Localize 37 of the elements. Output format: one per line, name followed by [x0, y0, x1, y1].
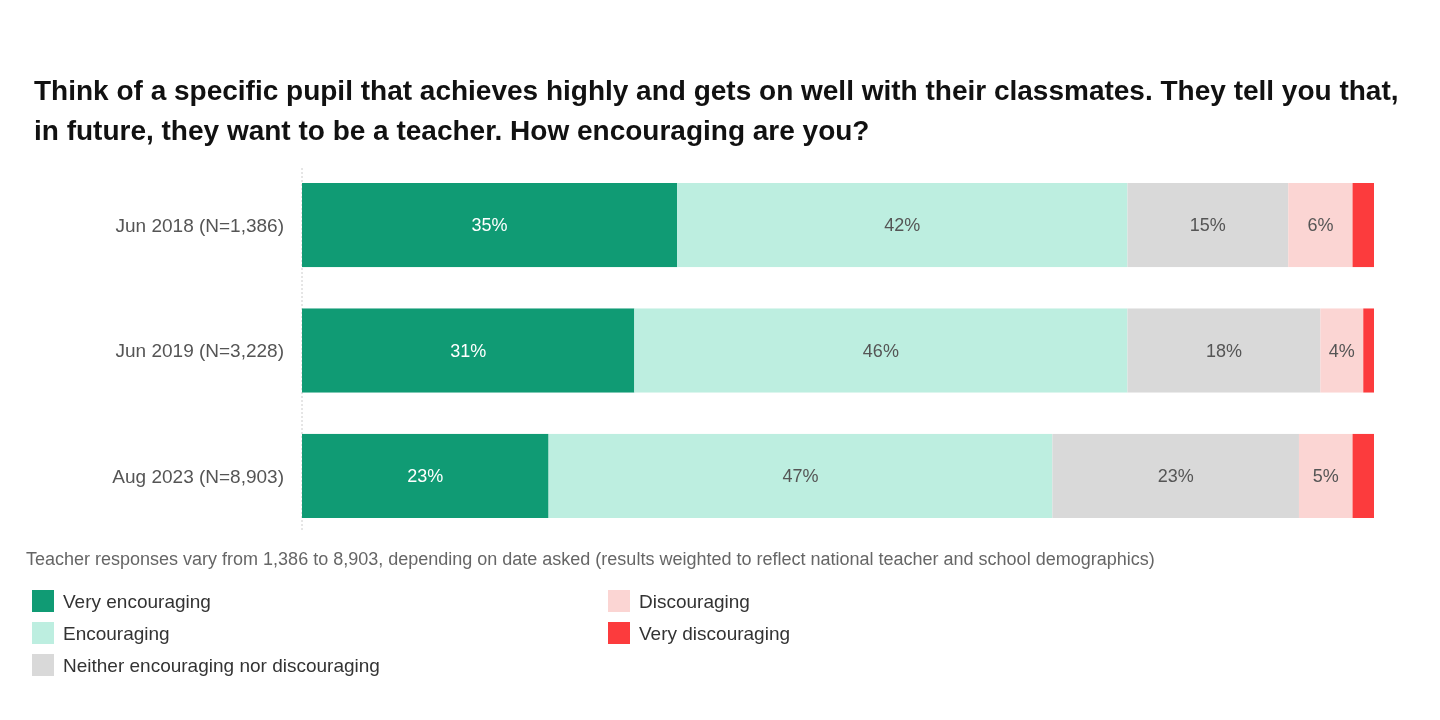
- bar: [548, 433, 1053, 518]
- legend-label: Very discouraging: [639, 622, 791, 644]
- data-label: 31%: [450, 340, 487, 361]
- data-label: 23%: [407, 466, 444, 487]
- data-label: 4%: [1328, 340, 1355, 361]
- bar: [302, 308, 635, 393]
- bar: [1288, 183, 1353, 268]
- data-label: 15%: [1189, 215, 1226, 236]
- data-label: 23%: [1157, 466, 1194, 487]
- legend-label: Encouraging: [63, 622, 170, 644]
- y-tick-label: Jun 2018 (N=1,386): [115, 214, 284, 236]
- data-label: 47%: [782, 466, 819, 487]
- bar: [634, 308, 1128, 393]
- bar: [302, 183, 678, 268]
- bar: [302, 433, 549, 518]
- text: Teacher responses vary from 1,386 to 8,903, depending on date asked (results weighted to reflect national teacher and school demographics): [26, 549, 1155, 569]
- y-tick-label: Aug 2023 (N=8,903): [112, 465, 284, 487]
- bar: [1052, 433, 1299, 518]
- legend-label: Neither encouraging nor discouraging: [63, 654, 380, 676]
- data-label: 6%: [1307, 215, 1334, 236]
- data-label: 46%: [862, 340, 899, 361]
- data-label: 5%: [1312, 466, 1339, 487]
- bar: [1298, 433, 1353, 518]
- bar: [1127, 308, 1321, 393]
- chart-title: Think of a specific pupil that achieves highly and gets on well with their classmates. They tell you that, in future, they want to be a teacher. How encouraging are you?: [34, 75, 1399, 146]
- y-tick-label: Jun 2019 (N=3,228): [115, 340, 284, 362]
- bar: [677, 183, 1128, 268]
- data-label: 42%: [884, 215, 921, 236]
- bar: [1363, 308, 1374, 393]
- legend-label: Discouraging: [639, 590, 750, 612]
- bar: [1352, 183, 1374, 268]
- data-label: 35%: [471, 215, 508, 236]
- data-label: 18%: [1205, 340, 1242, 361]
- bar: [1320, 308, 1364, 393]
- bar: [1352, 433, 1374, 518]
- legend-label: Very encouraging: [63, 590, 211, 612]
- bar: [1127, 183, 1289, 268]
